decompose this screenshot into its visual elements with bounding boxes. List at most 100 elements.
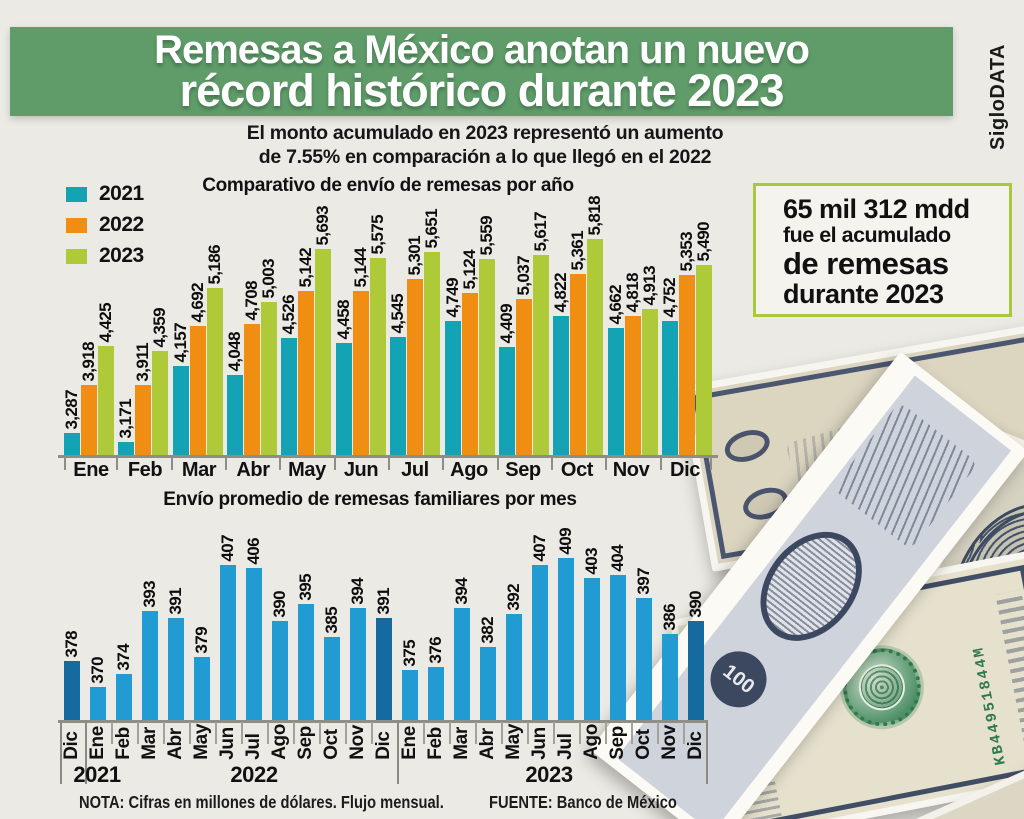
bar-value-label: 404 (608, 545, 627, 572)
bar-may-5 (194, 657, 210, 720)
bar-feb-14 (428, 667, 444, 720)
axis-tick (706, 722, 708, 784)
legend-item-2021: 2021 (66, 182, 144, 206)
month-label-jul: Jul (401, 459, 429, 481)
month-label-abr-16: Abr (477, 728, 498, 760)
bar-2022-sep (515, 299, 532, 455)
highlight-line1: 65 mil 312 mdd (783, 194, 970, 224)
bar-jul-19 (558, 558, 574, 720)
axis-tick (111, 722, 113, 744)
year-label-2023: 2023 (525, 762, 573, 787)
bar-oct-22 (636, 598, 652, 720)
bar-may-17 (506, 614, 522, 720)
bar-column-oct-10: 385 (322, 508, 341, 720)
chart2-axis (58, 720, 708, 723)
bar-column-2021: 4,752 (660, 183, 679, 455)
bar-2021-sep (498, 347, 515, 455)
axis-tick (501, 722, 503, 744)
bar-value-label: 407 (218, 535, 237, 562)
bar-value-label: 395 (296, 574, 315, 601)
month-label-mar-3: Mar (139, 727, 160, 760)
bar-jul-7 (246, 568, 262, 720)
bar-value-label: 390 (686, 591, 705, 618)
axis-tick (683, 722, 685, 744)
bar-column-2022: 5,142 (296, 183, 315, 455)
bar-value-label: 4,458 (333, 300, 353, 340)
legend-swatch-2022 (66, 217, 87, 233)
month-label-oct: Oct (560, 459, 594, 481)
bar-ene-1 (90, 687, 106, 720)
axis-tick (345, 722, 347, 744)
axis-tick (170, 458, 173, 470)
bar-column-ene-13: 375 (400, 508, 419, 720)
bar-column-ago-8: 390 (270, 508, 289, 720)
month-cell-10: Oct (321, 724, 342, 760)
month-cell-19: Jul (555, 724, 576, 760)
bar-group-mar: 4,157 4,692 5,186 (171, 183, 224, 455)
month-label-ago: Ago (450, 459, 488, 481)
bar-ene-13 (402, 670, 418, 720)
bar-column-2022: 5,144 (351, 183, 370, 455)
bar-value-label: 4,822 (551, 273, 571, 313)
axis-tick (60, 722, 62, 784)
bar-column-2021: 4,545 (388, 183, 407, 455)
month-cell-14: Feb (425, 724, 446, 760)
axis-tick (579, 722, 581, 744)
chart1-legend: 2021 2022 2023 (66, 182, 144, 275)
subtitle: El monto acumulado en 2023 representó un… (130, 121, 840, 170)
bar-column-2022: 4,692 (188, 183, 207, 455)
month-label-feb-14: Feb (425, 727, 446, 760)
bar-group-jul: 4,545 5,301 5,651 (388, 183, 441, 455)
bar-column-2023: 5,818 (585, 183, 604, 455)
axis-tick (371, 722, 373, 744)
bar-mar-3 (142, 611, 158, 720)
bar-2023-ago (478, 259, 495, 455)
bar-2023-jun (369, 258, 386, 455)
legend-label-2021: 2021 (99, 182, 144, 205)
treasury-seal-inner (854, 660, 909, 715)
bar-column-jul-19: 409 (556, 508, 575, 720)
axis-tick (293, 722, 295, 744)
highlight-line3: de remesas (783, 245, 949, 281)
bar-2023-oct (587, 239, 604, 455)
source-text: FUENTE: Banco de México (489, 792, 677, 812)
month-label-oct-10: Oct (321, 729, 342, 760)
legend-swatch-2023 (66, 248, 87, 264)
bar-column-feb-14: 376 (426, 508, 445, 720)
bar-value-label: 4,526 (279, 295, 299, 335)
chart1-axis (58, 455, 718, 458)
bar-group-oct: 4,822 5,361 5,818 (551, 183, 604, 455)
bar-value-label: 390 (270, 591, 289, 618)
month-label-dic-0: Dic (61, 731, 82, 760)
bar-column-mar-3: 393 (140, 508, 159, 720)
bar-value-label: 406 (244, 538, 263, 565)
bar-2022-ene (81, 385, 97, 455)
bar-nov-23 (662, 634, 678, 720)
bar-value-label: 392 (504, 584, 523, 611)
month-label-jul-7: Jul (243, 733, 264, 760)
bar-column-ago-20: 403 (582, 508, 601, 720)
bar-value-label: 5,361 (568, 231, 588, 271)
bar-group-may: 4,526 5,142 5,693 (279, 183, 332, 455)
axis-tick (496, 458, 499, 470)
month-cell-13: Ene (399, 724, 420, 760)
bar-value-label: 3,287 (62, 390, 81, 430)
bar-value-label: 375 (400, 640, 419, 667)
bar-column-2022: 3,911 (133, 183, 152, 455)
bar-value-label: 374 (114, 644, 133, 671)
bar-2021-nov (607, 328, 624, 455)
month-cell-9: Sep (295, 724, 316, 760)
bar-group-nov: 4,662 4,818 4,913 (606, 183, 659, 455)
bar-column-2023: 5,575 (368, 183, 387, 455)
month-label-may-17: May (503, 724, 524, 760)
bar-value-label: 391 (374, 588, 393, 615)
month-label-ene-1: Ene (87, 726, 108, 760)
subtitle-line2: de 7.55% en comparación a lo que llegó e… (258, 146, 712, 169)
month-label-jul-19: Jul (555, 733, 576, 760)
bar-column-oct-22: 397 (634, 508, 653, 720)
bar-column-feb-2: 374 (114, 508, 133, 720)
bar-group-sep: 4,409 5,037 5,617 (497, 183, 550, 455)
legend-item-2022: 2022 (66, 213, 144, 237)
bar-value-label: 5,003 (259, 259, 279, 299)
bar-2022-feb (135, 385, 152, 455)
